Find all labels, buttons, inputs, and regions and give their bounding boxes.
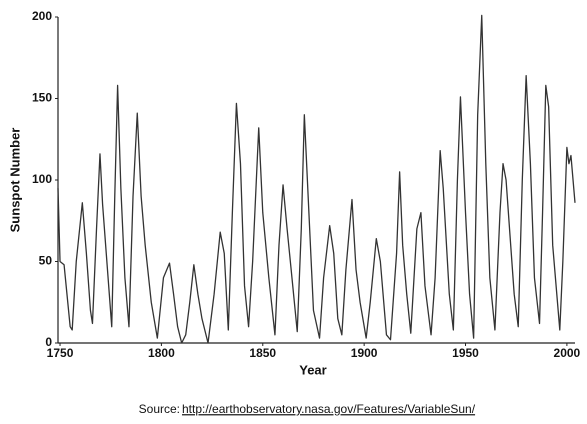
y-tick-label: 100 xyxy=(32,172,52,186)
source-link[interactable]: http://earthobservatory.nasa.gov/Feature… xyxy=(182,402,476,416)
x-tick-label: 1750 xyxy=(47,346,74,360)
y-tick-label: 50 xyxy=(39,254,53,268)
y-tick-label: 150 xyxy=(32,91,52,105)
x-tick-label: 1950 xyxy=(452,346,479,360)
y-axis-label: Sunspot Number xyxy=(7,128,22,233)
x-tick-label: 1900 xyxy=(351,346,378,360)
y-tick-label: 200 xyxy=(32,9,52,23)
source-label: Source: xyxy=(139,402,180,416)
x-axis-label: Year xyxy=(299,362,326,377)
x-tick-label: 1800 xyxy=(148,346,175,360)
y-tick-label: 0 xyxy=(45,335,52,349)
x-tick-label: 1850 xyxy=(249,346,276,360)
sunspot-line xyxy=(57,14,576,344)
x-tick-label: 2000 xyxy=(554,346,581,360)
